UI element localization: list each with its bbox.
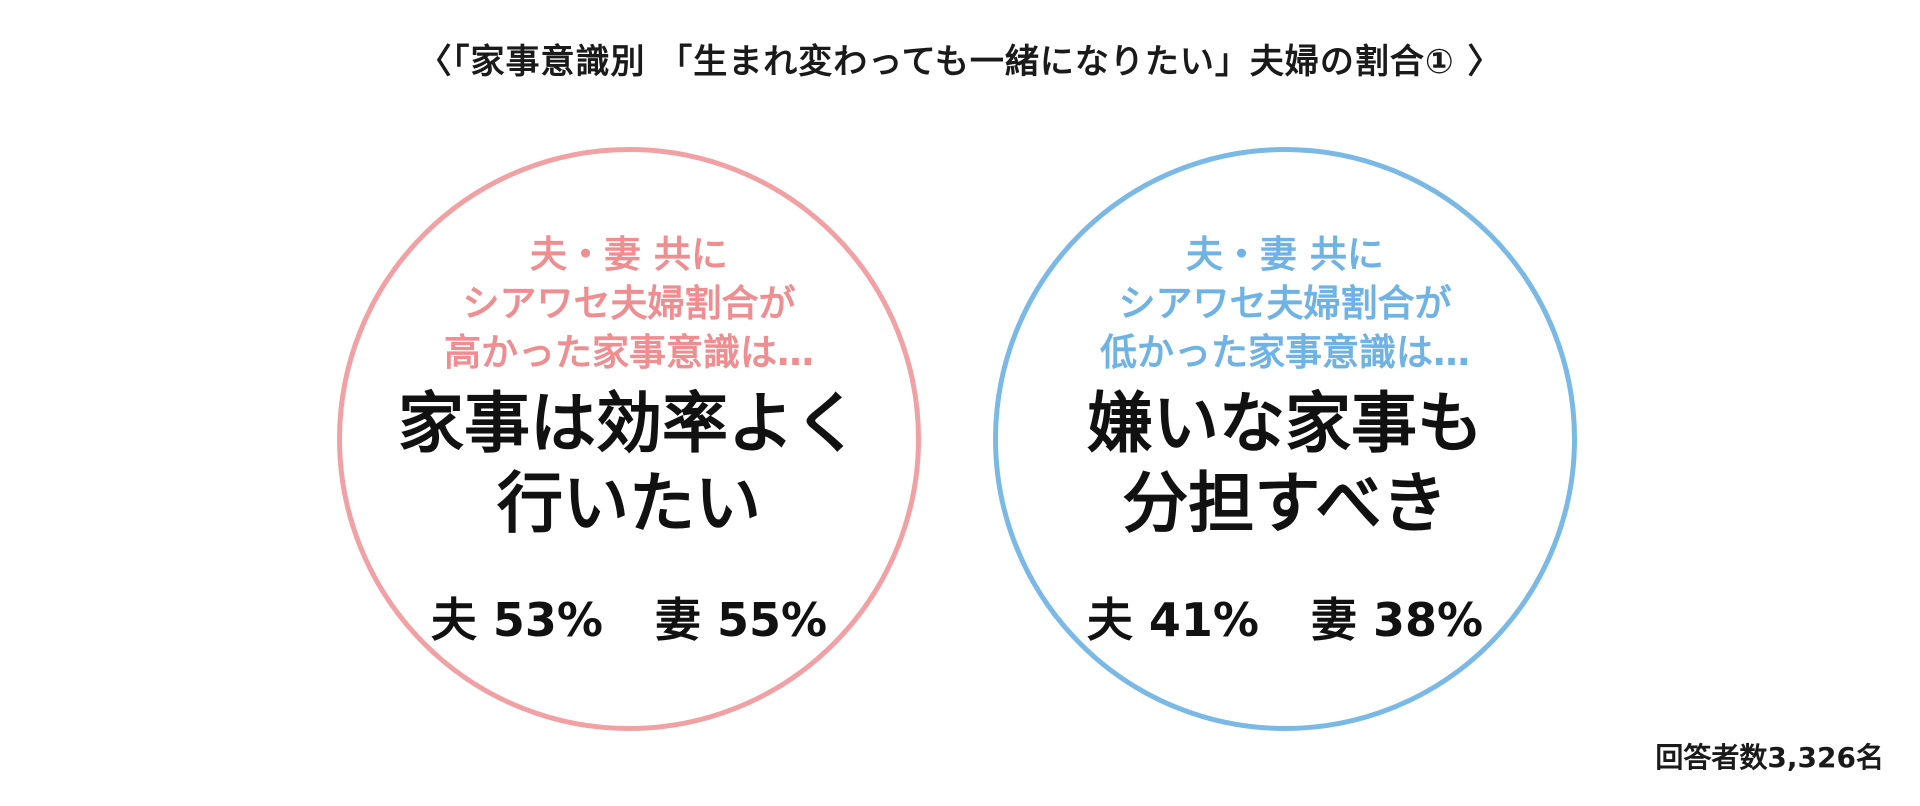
high-happiness-headline: 家事は効率よく 行いたい bbox=[342, 384, 916, 544]
husband-percentage: 夫 41% bbox=[1086, 593, 1259, 647]
headline-line: 嫌いな家事も bbox=[1087, 385, 1483, 462]
low-happiness-intro: 夫・妻 共に シアワセ夫婦割合が 低かった家事意識は… bbox=[998, 230, 1572, 377]
page-title: 〈「家事意識別 「生まれ変わっても一緒になりたい」夫婦の割合① 〉 bbox=[417, 42, 1503, 82]
wife-percentage: 妻 38% bbox=[1311, 593, 1484, 647]
intro-line: 低かった家事意識は… bbox=[1100, 331, 1470, 374]
husband-percentage: 夫 53% bbox=[430, 593, 603, 647]
high-happiness-intro: 夫・妻 共に シアワセ夫婦割合が 高かった家事意識は… bbox=[342, 230, 916, 377]
headline-line: 分担すべき bbox=[1122, 465, 1448, 542]
low-happiness-stats: 夫 41% 妻 38% bbox=[998, 584, 1572, 650]
intro-line: シアワセ夫婦割合が bbox=[1118, 282, 1452, 325]
intro-line: 夫・妻 共に bbox=[530, 233, 728, 276]
headline-line: 行いたい bbox=[497, 465, 761, 542]
high-happiness-stats: 夫 53% 妻 55% bbox=[342, 584, 916, 650]
intro-line: シアワセ夫婦割合が bbox=[462, 282, 796, 325]
low-happiness-circle: 夫・妻 共に シアワセ夫婦割合が 低かった家事意識は… 嫌いな家事も 分担すべき… bbox=[993, 147, 1577, 731]
wife-percentage: 妻 55% bbox=[655, 593, 828, 647]
intro-line: 高かった家事意識は… bbox=[444, 331, 814, 374]
high-happiness-circle: 夫・妻 共に シアワセ夫婦割合が 高かった家事意識は… 家事は効率よく 行いたい… bbox=[337, 147, 921, 731]
low-happiness-headline: 嫌いな家事も 分担すべき bbox=[998, 384, 1572, 544]
intro-line: 夫・妻 共に bbox=[1186, 233, 1384, 276]
headline-line: 家事は効率よく bbox=[398, 385, 860, 462]
respondent-count: 回答者数3,326名 bbox=[1655, 741, 1884, 774]
